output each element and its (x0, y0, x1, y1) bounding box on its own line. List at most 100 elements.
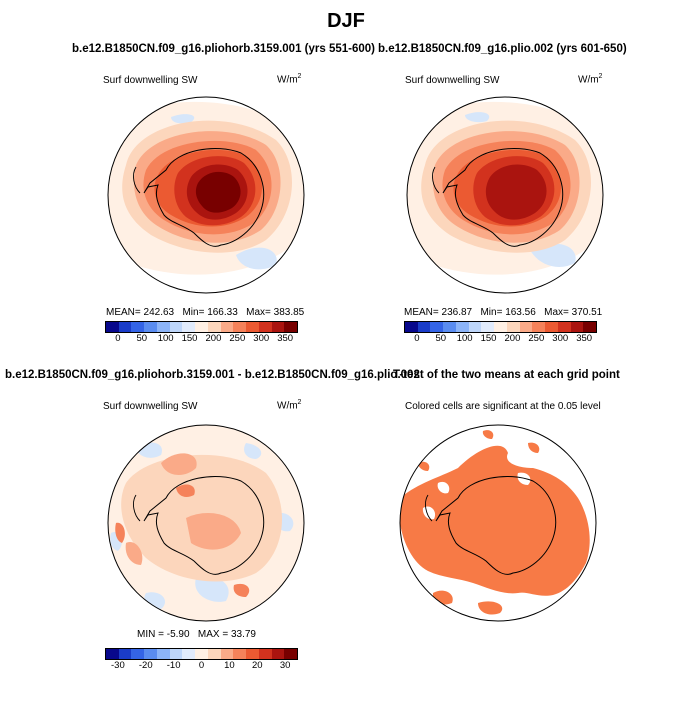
unit-label-top-left: W/m2 (277, 73, 302, 86)
colorbar-swatch (557, 322, 571, 332)
colorbar-swatch (156, 649, 170, 659)
variable-label-top-right: Surf downwelling SW (405, 75, 500, 86)
shading-ring-4 (233, 583, 250, 597)
polar-map-top-right (406, 96, 604, 294)
stats-bottom-left: MIN = -5.90 MAX = 33.79 (137, 629, 256, 640)
colorbar-swatch (182, 322, 196, 332)
panel-title-top-left: b.e12.B1850CN.f09_g16.pliohorb.3159.001 … (72, 43, 375, 55)
low-value-patch (244, 443, 262, 459)
colorbar-swatch (131, 322, 145, 332)
colorbar-swatch (545, 322, 558, 332)
colorbar-swatch (481, 322, 495, 332)
colorbar-swatch (118, 322, 132, 332)
significant-region (400, 445, 590, 596)
antarctica-coastline (143, 147, 265, 247)
colorbar-swatch (195, 649, 208, 659)
colorbar-swatch (195, 322, 208, 332)
colorbar-swatch (144, 649, 157, 659)
colorbar-tick-label: 350 (277, 333, 294, 344)
colorbar-tick-label: 150 (480, 333, 497, 344)
shading-ring-3 (186, 513, 241, 550)
colorbar-tick-label: 50 (435, 333, 447, 344)
colorbar-swatch (220, 322, 234, 332)
colorbar-swatch (246, 649, 259, 659)
low-value-patch (236, 247, 277, 270)
colorbar-swatch (258, 322, 272, 332)
antarctica-coastline (143, 475, 265, 575)
colorbar-swatch (519, 322, 533, 332)
colorbar-tick-label: 250 (528, 333, 545, 344)
colorbar-swatch (284, 322, 298, 332)
shading-ring-8 (195, 171, 241, 213)
colorbar-tick-label: -10 (166, 660, 181, 671)
colorbar-tick-label: 10 (224, 660, 235, 671)
colorbar-swatch (106, 649, 119, 659)
coastline (425, 494, 433, 522)
colorbar-bottom-left: -30 -20 -10 0 10 20 30 (105, 648, 298, 672)
colorbar-swatch (494, 322, 507, 332)
colorbar-swatch (506, 322, 520, 332)
colorbar-swatch (233, 322, 247, 332)
colorbar-tick-label: 200 (504, 333, 521, 344)
colorbar-tick-label: 100 (456, 333, 473, 344)
colorbar-tick-label: 0 (115, 333, 121, 344)
colorbar-tick-label: 350 (576, 333, 593, 344)
stats-top-right: MEAN= 236.87 Min= 163.56 Max= 370.51 (404, 307, 603, 318)
colorbar-swatch (207, 649, 221, 659)
colorbar-swatch (570, 322, 584, 332)
shading-ring-7 (485, 164, 547, 220)
colorbar-swatch (144, 322, 157, 332)
colorbar-swatch (246, 322, 259, 332)
colorbar-swatch (271, 322, 285, 332)
antarctica-coastline (442, 147, 564, 247)
colorbar-swatch (169, 322, 183, 332)
significant-region (528, 442, 540, 453)
colorbar-swatch (430, 322, 444, 332)
antarctica-coastline (435, 475, 557, 575)
shading-ring-3 (125, 542, 143, 565)
panel-title-bottom-right: T-test of the two means at each grid poi… (393, 369, 620, 381)
colorbar-swatch (233, 649, 247, 659)
polar-map-top-left (107, 96, 305, 294)
shading-ring-4 (115, 522, 125, 543)
colorbar-tick-label: 300 (552, 333, 569, 344)
colorbar-swatch (220, 649, 234, 659)
colorbar-tick-label: 0 (414, 333, 420, 344)
colorbar-swatch (271, 649, 285, 659)
unit-label-top-right: W/m2 (578, 73, 603, 86)
polar-map-bottom-left (107, 424, 305, 622)
colorbar-swatch (118, 649, 132, 659)
colorbar-swatch (284, 649, 298, 659)
colorbar-swatch (169, 649, 183, 659)
colorbar-swatch (532, 322, 546, 332)
colorbar-tick-label: 300 (253, 333, 270, 344)
colorbar-tick-label: 100 (157, 333, 174, 344)
stats-top-left: MEAN= 242.63 Min= 166.33 Max= 383.85 (106, 307, 305, 318)
colorbar-top-right: 0 50 100 150 200 250 300 350 (404, 321, 597, 345)
colorbar-tick-label: 20 (251, 660, 263, 671)
low-value-patch (465, 112, 490, 123)
significant-region (418, 461, 430, 471)
panel-title-top-right: b.e12.B1850CN.f09_g16.plio.002 (yrs 601-… (378, 43, 627, 55)
colorbar-swatch (468, 322, 482, 332)
colorbar-swatch (443, 322, 456, 332)
not-significant-gap (437, 481, 450, 494)
low-value-patch (195, 576, 229, 602)
colorbar-top-left: 0 50 100 150 200 250 300 350 (105, 321, 298, 345)
subtitle-bottom-right: Colored cells are significant at the 0.0… (405, 401, 601, 412)
colorbar-swatch (131, 649, 145, 659)
shading-ring-4 (176, 484, 195, 497)
colorbar-swatch (156, 322, 170, 332)
colorbar-tick-label: 30 (279, 660, 291, 671)
colorbar-swatch (207, 322, 221, 332)
panel-title-bottom-left: b.e12.B1850CN.f09_g16.pliohorb.3159.001 … (5, 369, 420, 381)
colorbar-tick-label: 0 (198, 660, 205, 671)
colorbar-tick-label: -30 (110, 660, 125, 671)
significant-region (482, 430, 494, 439)
colorbar-swatch (417, 322, 431, 332)
coastline (432, 166, 440, 194)
colorbar-tick-label: 200 (205, 333, 222, 344)
colorbar-swatch (182, 649, 196, 659)
colorbar-tick-label: 50 (136, 333, 148, 344)
shading-ring-3 (161, 453, 197, 475)
